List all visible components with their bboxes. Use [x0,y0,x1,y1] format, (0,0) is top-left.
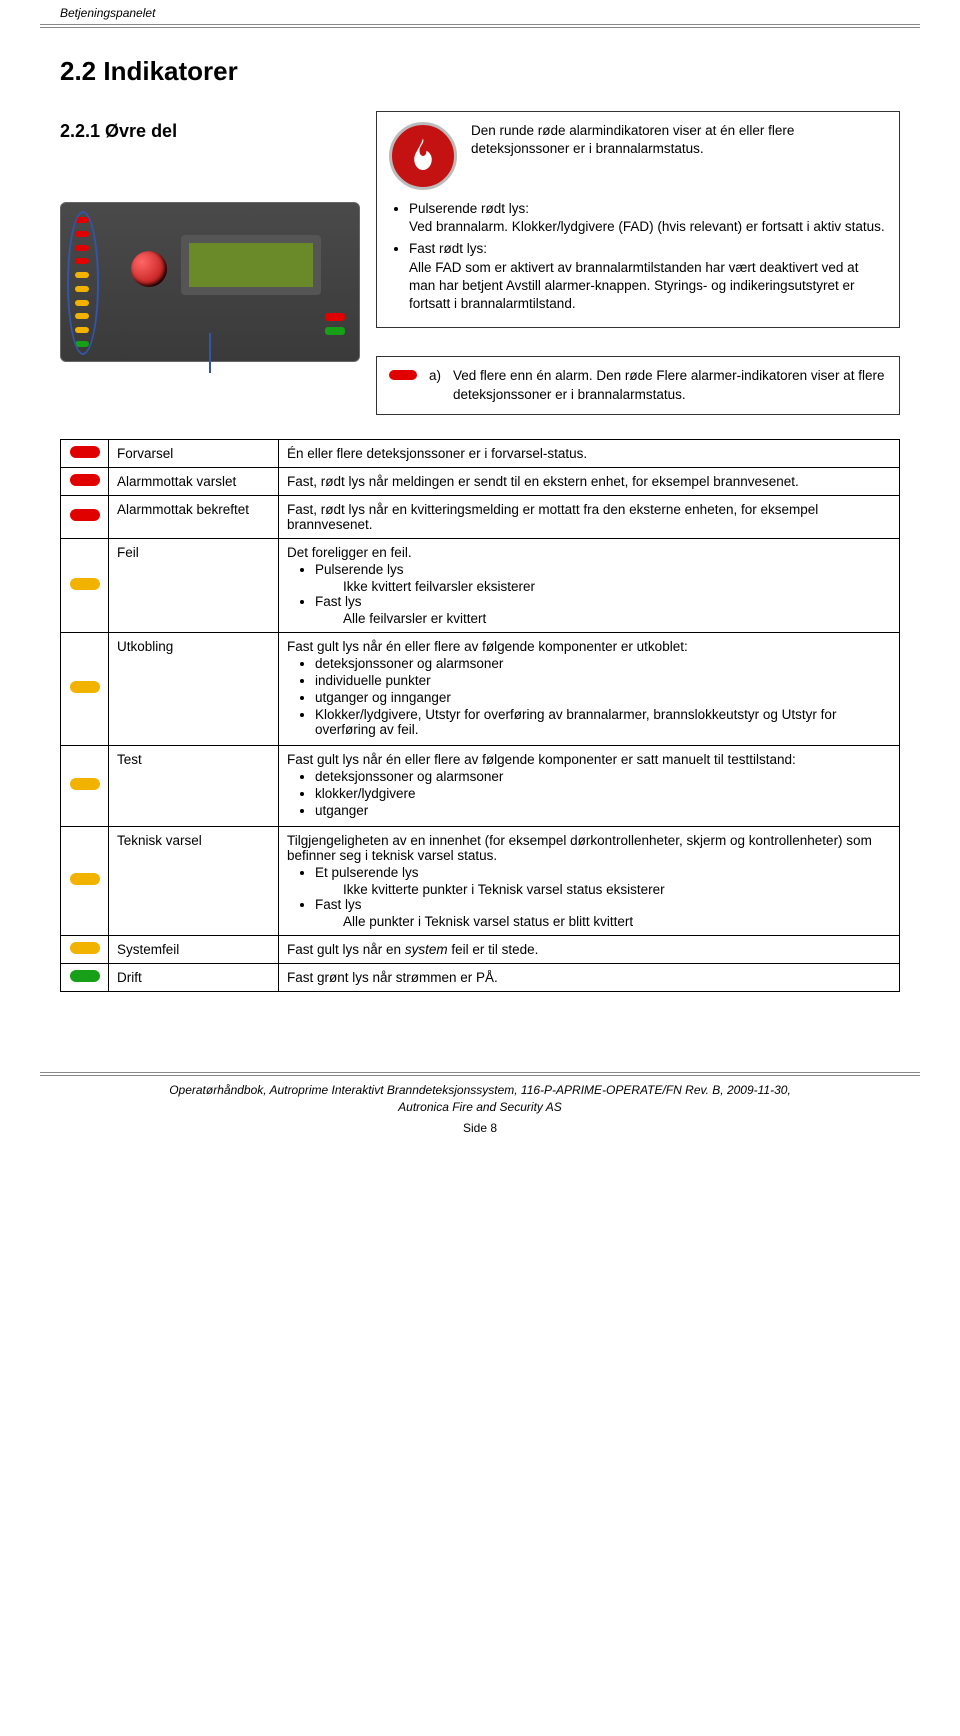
panel-alarm-lamp [131,251,167,287]
indicator-bullet: individuelle punkter [315,673,891,688]
led-pill [70,681,100,693]
indicator-label: Alarmmottak varslet [109,467,279,495]
indicator-bullet: utganger [315,803,891,818]
info-box-bullet-2: Fast rødt lys: Alle FAD som er aktivert … [409,240,887,313]
indicator-desc: Fast, rødt lys når meldingen er sendt ti… [279,467,900,495]
indicator-bullet: deteksjonssoner og alarmsoner [315,656,891,671]
running-header: Betjeningspanelet [0,0,960,20]
footer-page: Side 8 [0,1121,960,1135]
red-pill-indicator [389,370,417,380]
info-box-a: a) Ved flere enn én alarm. Den røde Fler… [376,356,900,414]
flame-icon [402,135,444,177]
indicator-label: Test [109,745,279,826]
indicator-desc: Det foreligger en feil.Pulserende lysIkk… [279,538,900,632]
info-box-bullet-1: Pulserende rødt lys: Ved brannalarm. Klo… [409,200,887,236]
led-pill [70,578,100,590]
indicator-bullet: utganger og innganger [315,690,891,705]
info-box-intro: Den runde røde alarmindikatoren viser at… [471,122,887,158]
led-pill [70,942,100,954]
indicator-bullet-sub: Alle feilvarsler er kvittert [315,611,891,626]
indicator-label: Drift [109,963,279,991]
footer-rule-2 [40,1075,920,1076]
indicator-bullet: Pulserende lys [315,562,891,577]
indicator-desc: Fast, rødt lys når en kvitteringsmelding… [279,495,900,538]
indicator-bullet: Klokker/lydgivere, Utstyr for overføring… [315,707,891,737]
callout-line-a [209,333,211,373]
indicator-bullet: klokker/lydgivere [315,786,891,801]
indicator-label: Forvarsel [109,439,279,467]
indicator-table: ForvarselÉn eller flere deteksjonssoner … [60,439,900,992]
info-box-main: Den runde røde alarmindikatoren viser at… [376,111,900,328]
indicator-desc: Én eller flere deteksjonssoner er i forv… [279,439,900,467]
header-rule-1 [40,24,920,25]
indicator-bullet: Fast lys [315,594,891,609]
indicator-desc: Fast gult lys når en system feil er til … [279,935,900,963]
panel-mini-led-green [325,327,345,335]
led-pill [70,509,100,521]
panel-mini-led-red [325,313,345,321]
subsection-title: 2.2.1 Øvre del [60,121,360,142]
indicator-bullet-sub: Alle punkter i Teknisk varsel status er … [315,914,891,929]
panel-illustration [60,202,360,362]
indicator-bullet: Et pulserende lys [315,865,891,880]
indicator-desc: Fast gult lys når én eller flere av følg… [279,632,900,745]
led-pill [70,778,100,790]
panel-led-highlight [67,211,99,355]
led-pill [70,474,100,486]
led-pill [70,873,100,885]
indicator-desc: Fast grønt lys når strømmen er PÅ. [279,963,900,991]
fire-icon [389,122,457,190]
panel-lcd [181,235,321,295]
indicator-bullet: Fast lys [315,897,891,912]
indicator-desc: Tilgjengeligheten av en innenhet (for ek… [279,826,900,935]
led-pill [70,970,100,982]
indicator-bullet-sub: Ikke kvittert feilvarsler eksisterer [315,579,891,594]
indicator-bullet-sub: Ikke kvitterte punkter i Teknisk varsel … [315,882,891,897]
footer-rule-1 [40,1072,920,1073]
indicator-label: Utkobling [109,632,279,745]
footer-text: Operatørhåndbok, Autroprime Interaktivt … [0,1082,960,1116]
info-box-a-text: Ved flere enn én alarm. Den røde Flere a… [453,367,887,403]
indicator-label: Feil [109,538,279,632]
indicator-label: Teknisk varsel [109,826,279,935]
indicator-desc: Fast gult lys når én eller flere av følg… [279,745,900,826]
section-title: 2.2 Indikatorer [60,56,900,87]
led-pill [70,446,100,458]
info-box-a-label: a) [429,367,441,385]
indicator-bullet: deteksjonssoner og alarmsoner [315,769,891,784]
indicator-label: Alarmmottak bekreftet [109,495,279,538]
indicator-label: Systemfeil [109,935,279,963]
